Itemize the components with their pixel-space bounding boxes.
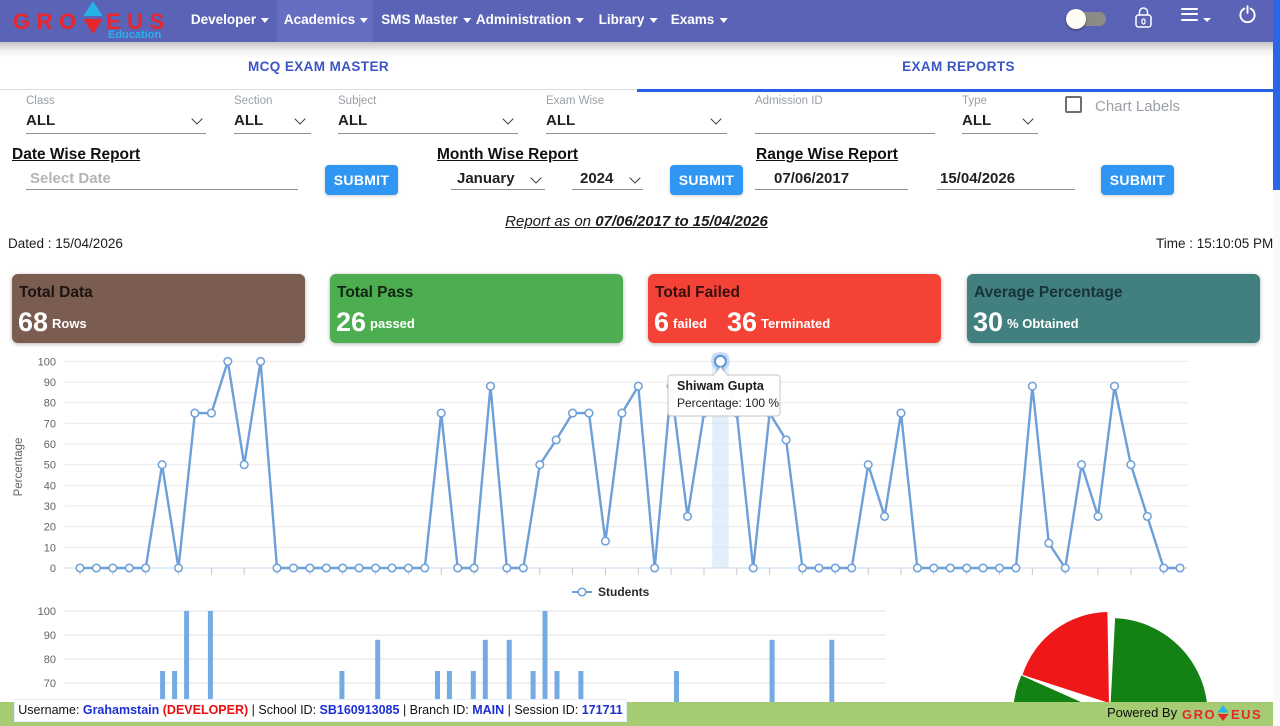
svg-text:0: 0 [50, 563, 56, 575]
svg-text:60: 60 [44, 439, 56, 451]
svg-text:80: 80 [44, 398, 56, 410]
svg-text:Shiwam Gupta: Shiwam Gupta [677, 379, 765, 393]
svg-text:90: 90 [44, 630, 56, 642]
svg-text:80: 80 [44, 654, 56, 666]
svg-text:Students: Students [598, 585, 650, 599]
svg-text:70: 70 [44, 418, 56, 430]
svg-text:70: 70 [44, 678, 56, 690]
svg-text:90: 90 [44, 377, 56, 389]
svg-text:40: 40 [44, 480, 56, 492]
svg-text:30: 30 [44, 501, 56, 513]
svg-text:100: 100 [38, 606, 56, 618]
svg-text:10: 10 [44, 542, 56, 554]
svg-text:Percentage: 100 %: Percentage: 100 % [677, 396, 779, 410]
svg-text:Percentage: Percentage [13, 438, 25, 497]
svg-text:50: 50 [44, 460, 56, 472]
svg-text:100: 100 [38, 356, 56, 368]
svg-text:20: 20 [44, 522, 56, 534]
